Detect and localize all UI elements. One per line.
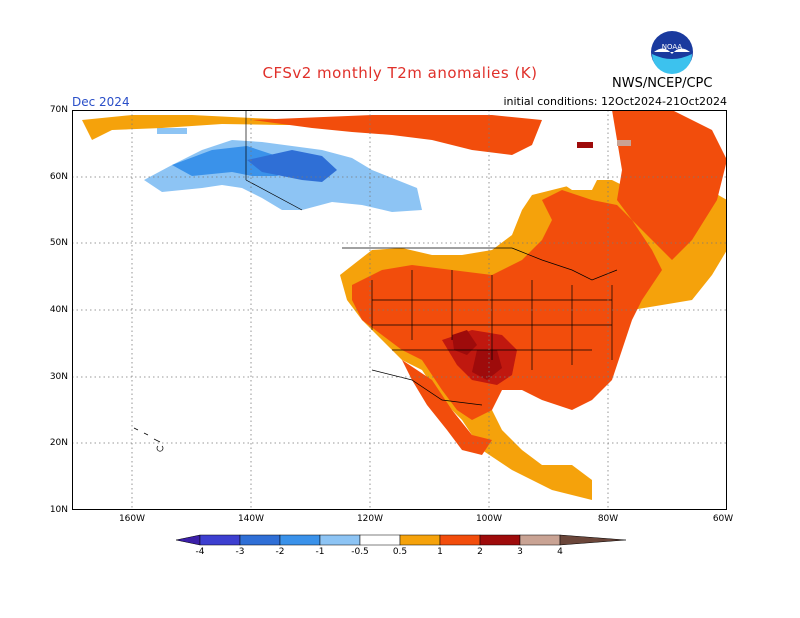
lon-tick-120w: 120W	[356, 514, 384, 524]
initial-conditions: initial conditions: 12Oct2024-21Oct2024	[503, 95, 727, 108]
svg-text:NOAA: NOAA	[662, 43, 683, 51]
agency-label: NWS/NCEP/CPC	[612, 76, 713, 91]
colorbar-label: -2	[275, 547, 285, 557]
lon-tick-60w: 60W	[712, 514, 734, 524]
hawaii-islands	[133, 427, 164, 452]
lat-lon-grid	[72, 110, 727, 510]
colorbar-label: -0.5	[351, 547, 369, 557]
lon-tick-140w: 140W	[237, 514, 265, 524]
lat-tick-40: 40N	[49, 305, 68, 315]
colorbar-label: 0.5	[392, 547, 408, 557]
lon-tick-100w: 100W	[475, 514, 503, 524]
lat-tick-50: 50N	[49, 238, 68, 248]
lat-tick-60: 60N	[49, 172, 68, 182]
anomaly-map	[72, 110, 727, 510]
warm-anomaly-1-2	[252, 110, 727, 455]
lat-tick-10: 10N	[49, 505, 68, 515]
lat-tick-70: 70N	[49, 105, 68, 115]
colorbar-label: 2	[477, 547, 483, 557]
map-title: CFSv2 monthly T2m anomalies (K)	[262, 64, 538, 82]
political-boundaries	[245, 110, 618, 406]
lat-tick-30: 30N	[49, 372, 68, 382]
warm-anomaly-3-4	[452, 142, 593, 380]
colorbar-label: -1	[315, 547, 325, 557]
lon-tick-160w: 160W	[118, 514, 146, 524]
noaa-logo-icon: NOAA	[651, 31, 693, 74]
colorbar-label: 4	[557, 547, 563, 557]
colorbar-label: 1	[437, 547, 443, 557]
colorbar-label: 3	[517, 547, 523, 557]
warm-anomaly-4-5	[617, 140, 631, 146]
lon-tick-80w: 80W	[597, 514, 619, 524]
cold-anomaly-region	[144, 128, 422, 212]
lat-tick-20: 20N	[49, 438, 68, 448]
colorbar	[176, 534, 626, 546]
colorbar-label: -3	[235, 547, 245, 557]
forecast-month: Dec 2024	[72, 95, 130, 109]
colorbar-label: -4	[195, 547, 205, 557]
